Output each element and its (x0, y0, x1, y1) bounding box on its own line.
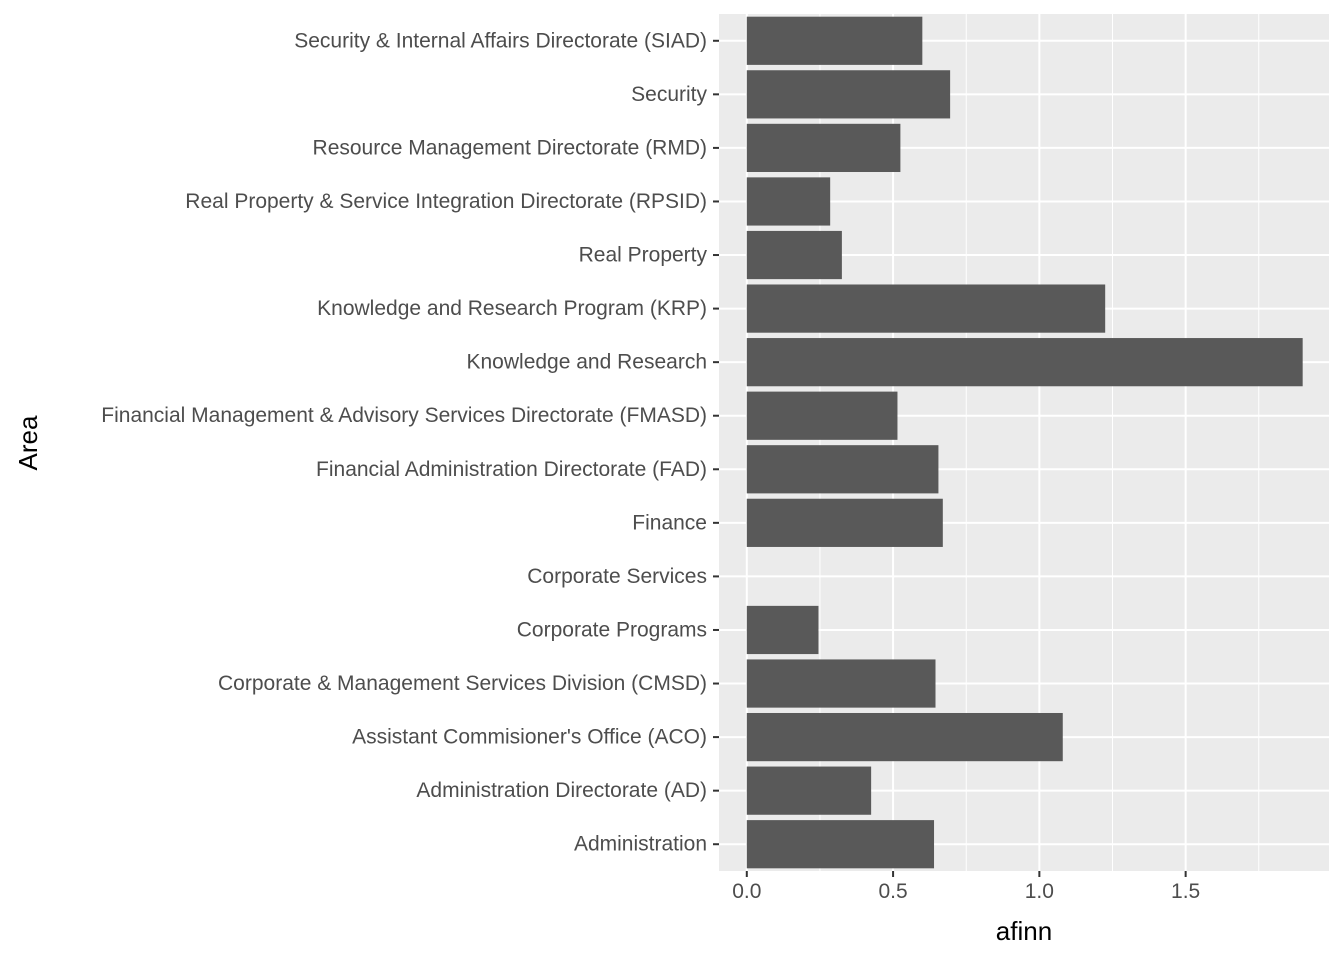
bar (746, 70, 951, 119)
y-tick-label: Assistant Commisioner's Office (ACO) (352, 726, 707, 749)
bars (746, 16, 1303, 869)
bar (746, 605, 819, 655)
y-axis: Security & Internal Affairs Directorate … (101, 29, 719, 856)
bar (746, 712, 1063, 762)
bar (746, 766, 872, 815)
bar (746, 177, 831, 226)
y-tick-label: Knowledge and Research (467, 351, 708, 374)
x-tick-label: 0.5 (878, 880, 907, 903)
y-tick-label: Knowledge and Research Program (KRP) (317, 297, 707, 320)
y-tick-label: Finance (632, 511, 707, 534)
bar (746, 659, 936, 708)
bar (746, 123, 901, 173)
x-tick-label: 1.5 (1171, 880, 1200, 903)
y-tick-label: Resource Management Directorate (RMD) (313, 136, 707, 159)
bar (746, 498, 943, 547)
bar (746, 391, 898, 440)
x-tick-label: 0.0 (732, 880, 761, 903)
bar (746, 284, 1106, 333)
bar (746, 338, 1303, 387)
bar (746, 230, 842, 280)
y-tick-label: Security (631, 83, 707, 106)
y-tick-label: Security & Internal Affairs Directorate … (294, 29, 707, 52)
bar (746, 445, 939, 494)
x-tick-label: 1.0 (1025, 880, 1054, 903)
y-tick-label: Real Property & Service Integration Dire… (185, 190, 707, 213)
y-tick-label: Corporate & Management Services Division… (218, 672, 707, 695)
x-axis-title: afinn (996, 916, 1052, 946)
y-tick-label: Real Property (579, 244, 708, 267)
y-tick-label: Financial Management & Advisory Services… (101, 404, 707, 427)
bar (746, 820, 935, 869)
y-tick-label: Corporate Services (527, 565, 707, 588)
x-axis: 0.0 0.5 1.0 1.5 (732, 871, 1200, 903)
y-tick-label: Corporate Programs (517, 618, 707, 641)
y-axis-title: Area (13, 415, 43, 470)
y-tick-label: Administration (574, 833, 707, 856)
y-tick-label: Financial Administration Directorate (FA… (316, 458, 707, 481)
bar (746, 16, 923, 65)
y-tick-label: Administration Directorate (AD) (416, 779, 707, 802)
